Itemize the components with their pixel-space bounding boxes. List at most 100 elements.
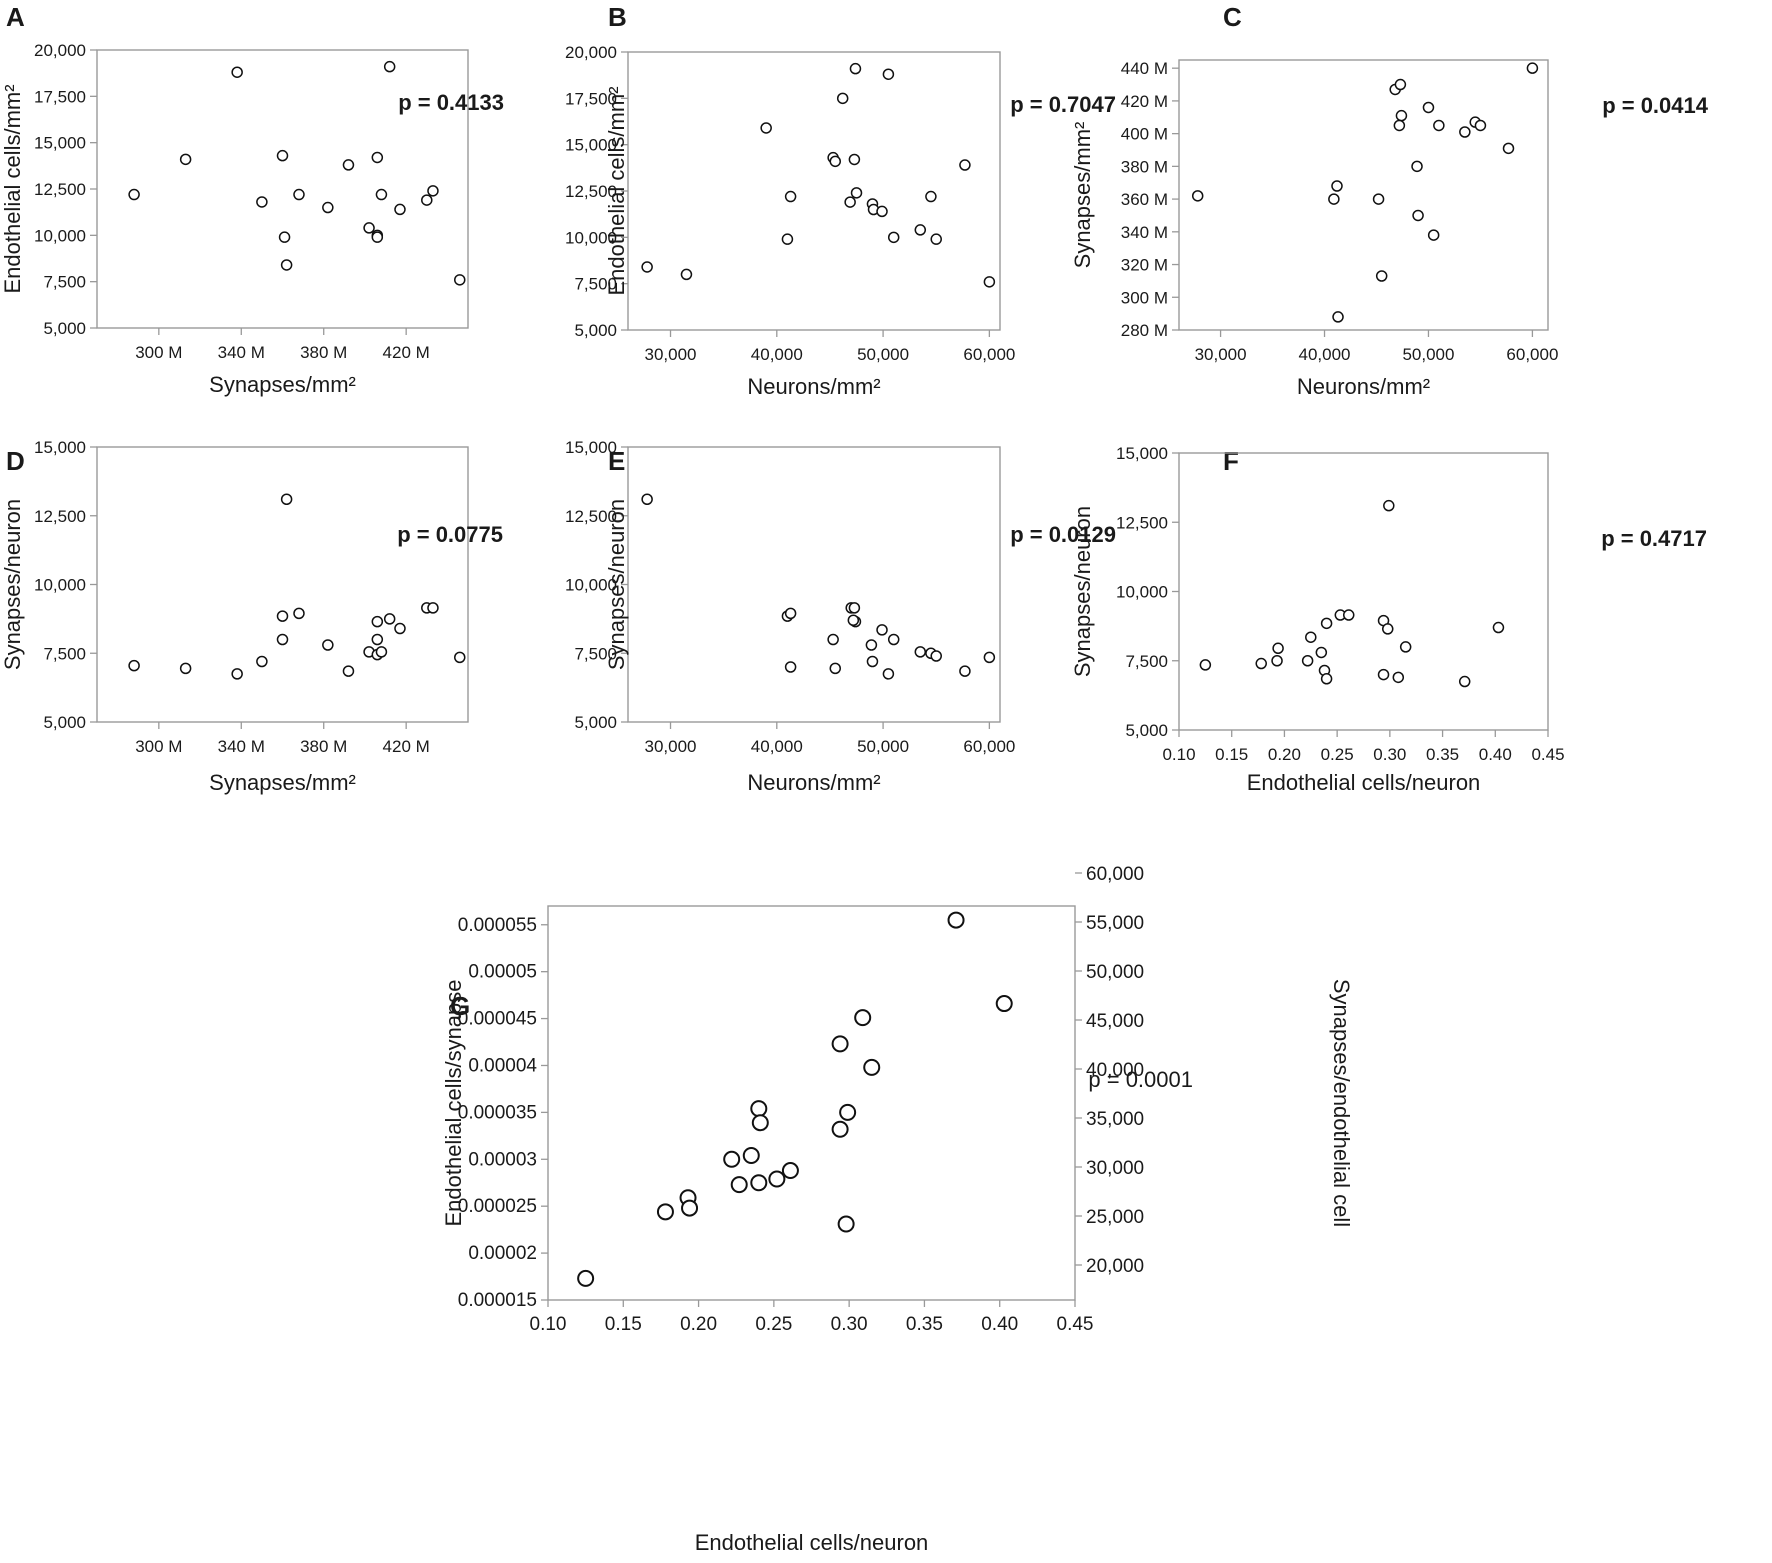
y-tick-label: 380 M xyxy=(1121,157,1168,176)
y-tick-label: 5,000 xyxy=(574,713,617,732)
x-tick-label: 60,000 xyxy=(963,345,1015,364)
data-point xyxy=(1399,641,1412,653)
data-point xyxy=(1342,609,1355,621)
y-tick-label: 20,000 xyxy=(565,43,617,62)
x-axis-label: Neurons/mm² xyxy=(747,374,880,399)
data-point xyxy=(887,231,900,244)
x-tick-label: 300 M xyxy=(135,737,182,756)
data-point xyxy=(342,665,355,677)
data-point xyxy=(865,639,878,651)
data-point xyxy=(751,1114,769,1132)
x-tick-label: 60,000 xyxy=(963,737,1015,756)
y-tick-label: 440 M xyxy=(1121,59,1168,78)
data-point xyxy=(1458,675,1471,688)
data-point xyxy=(371,231,384,243)
panel-g: G 0.000015 0.00002 0.000025 0.00003 0.000035 0… xyxy=(441,864,1354,1555)
x-tick-label: 380 M xyxy=(300,737,347,756)
data-point xyxy=(256,196,268,208)
x-tick-label: 0.45 xyxy=(1531,745,1564,764)
data-point xyxy=(1433,119,1445,132)
data-point xyxy=(421,194,433,206)
x-tick-label: 30,000 xyxy=(1195,345,1247,364)
data-point xyxy=(375,646,388,658)
data-point xyxy=(1422,101,1435,114)
data-point xyxy=(829,662,842,675)
data-point xyxy=(882,668,895,680)
plot-frame xyxy=(547,905,1076,1301)
data-point xyxy=(947,911,965,929)
y-tick-label: 10,000 xyxy=(34,226,86,245)
data-point xyxy=(742,1147,760,1165)
y-tick-label: 10,000 xyxy=(34,576,86,595)
data-point xyxy=(1459,126,1471,138)
y-axis-label: Endothelial cells/synapse xyxy=(441,979,466,1226)
x-tick-label: 380 M xyxy=(300,343,347,362)
data-point xyxy=(930,233,942,245)
data-point xyxy=(1383,499,1395,512)
data-point xyxy=(1392,671,1405,684)
p-value-annotation: p = 0.4133 xyxy=(398,90,504,115)
y-tick-label: 7,500 xyxy=(574,275,617,294)
data-point xyxy=(383,613,396,625)
data-point xyxy=(342,159,355,171)
data-point xyxy=(849,62,862,75)
data-point xyxy=(930,650,942,662)
data-point xyxy=(854,1009,872,1027)
y-tick-label: 15,000 xyxy=(565,438,617,457)
y-axis-label: Synapses/neuron xyxy=(604,499,629,670)
y-tick-label: 15,000 xyxy=(34,438,86,457)
data-point xyxy=(925,190,937,203)
data-point xyxy=(837,1215,855,1233)
y-tick-label: 0.000035 xyxy=(458,1102,537,1123)
data-point xyxy=(256,655,268,668)
x-tick-label: 0.15 xyxy=(605,1314,642,1335)
data-point xyxy=(1394,78,1407,91)
data-point xyxy=(179,662,192,675)
data-point xyxy=(641,493,653,505)
y-tick-label: 300 M xyxy=(1121,288,1168,307)
data-point xyxy=(827,633,839,646)
data-point xyxy=(231,66,243,78)
y-tick-label: 0.00004 xyxy=(468,1055,537,1076)
data-point xyxy=(322,639,334,651)
data-point xyxy=(882,68,895,80)
data-point xyxy=(1331,180,1343,192)
data-point xyxy=(383,60,396,73)
y-tick-label: 400 M xyxy=(1121,125,1168,144)
y-tick-label: 7,500 xyxy=(1125,652,1168,671)
data-point xyxy=(276,610,289,622)
data-point xyxy=(394,622,406,635)
y-tick-label: 5,000 xyxy=(43,319,86,338)
y-tick-label: 12,500 xyxy=(1116,513,1168,532)
y-tick-label: 5,000 xyxy=(1125,721,1168,740)
data-point xyxy=(914,646,927,658)
y2-tick-label: 40,000 xyxy=(1086,1060,1144,1081)
y-tick-label: 0.00003 xyxy=(468,1149,537,1170)
y-tick-label: 7,500 xyxy=(43,644,86,663)
x-tick-label: 40,000 xyxy=(751,345,803,364)
x-tick-label: 40,000 xyxy=(1299,345,1351,364)
y-tick-label: 12,500 xyxy=(34,507,86,526)
data-point xyxy=(836,92,849,105)
data-point xyxy=(995,995,1013,1013)
plot-frame xyxy=(627,446,1001,723)
data-point xyxy=(983,276,996,288)
y-tick-label: 15,000 xyxy=(1116,444,1168,463)
data-point xyxy=(730,1176,748,1194)
y2-tick-label: 25,000 xyxy=(1086,1207,1144,1228)
x-tick-label: 0.25 xyxy=(755,1314,792,1335)
plot-frame xyxy=(627,51,1001,331)
data-point xyxy=(760,122,772,134)
panel-letter-a: A xyxy=(6,2,25,32)
data-point xyxy=(363,222,375,234)
data-point xyxy=(278,231,291,243)
data-point xyxy=(866,655,879,668)
data-point xyxy=(1375,270,1388,282)
x-axis-label: Endothelial cells/neuron xyxy=(695,1530,929,1555)
x-tick-label: 0.30 xyxy=(1373,745,1406,764)
x-tick-label: 50,000 xyxy=(857,345,909,364)
data-point xyxy=(781,233,794,245)
data-point xyxy=(914,224,927,236)
data-point xyxy=(848,602,861,614)
panel-letter-b: B xyxy=(608,2,627,32)
